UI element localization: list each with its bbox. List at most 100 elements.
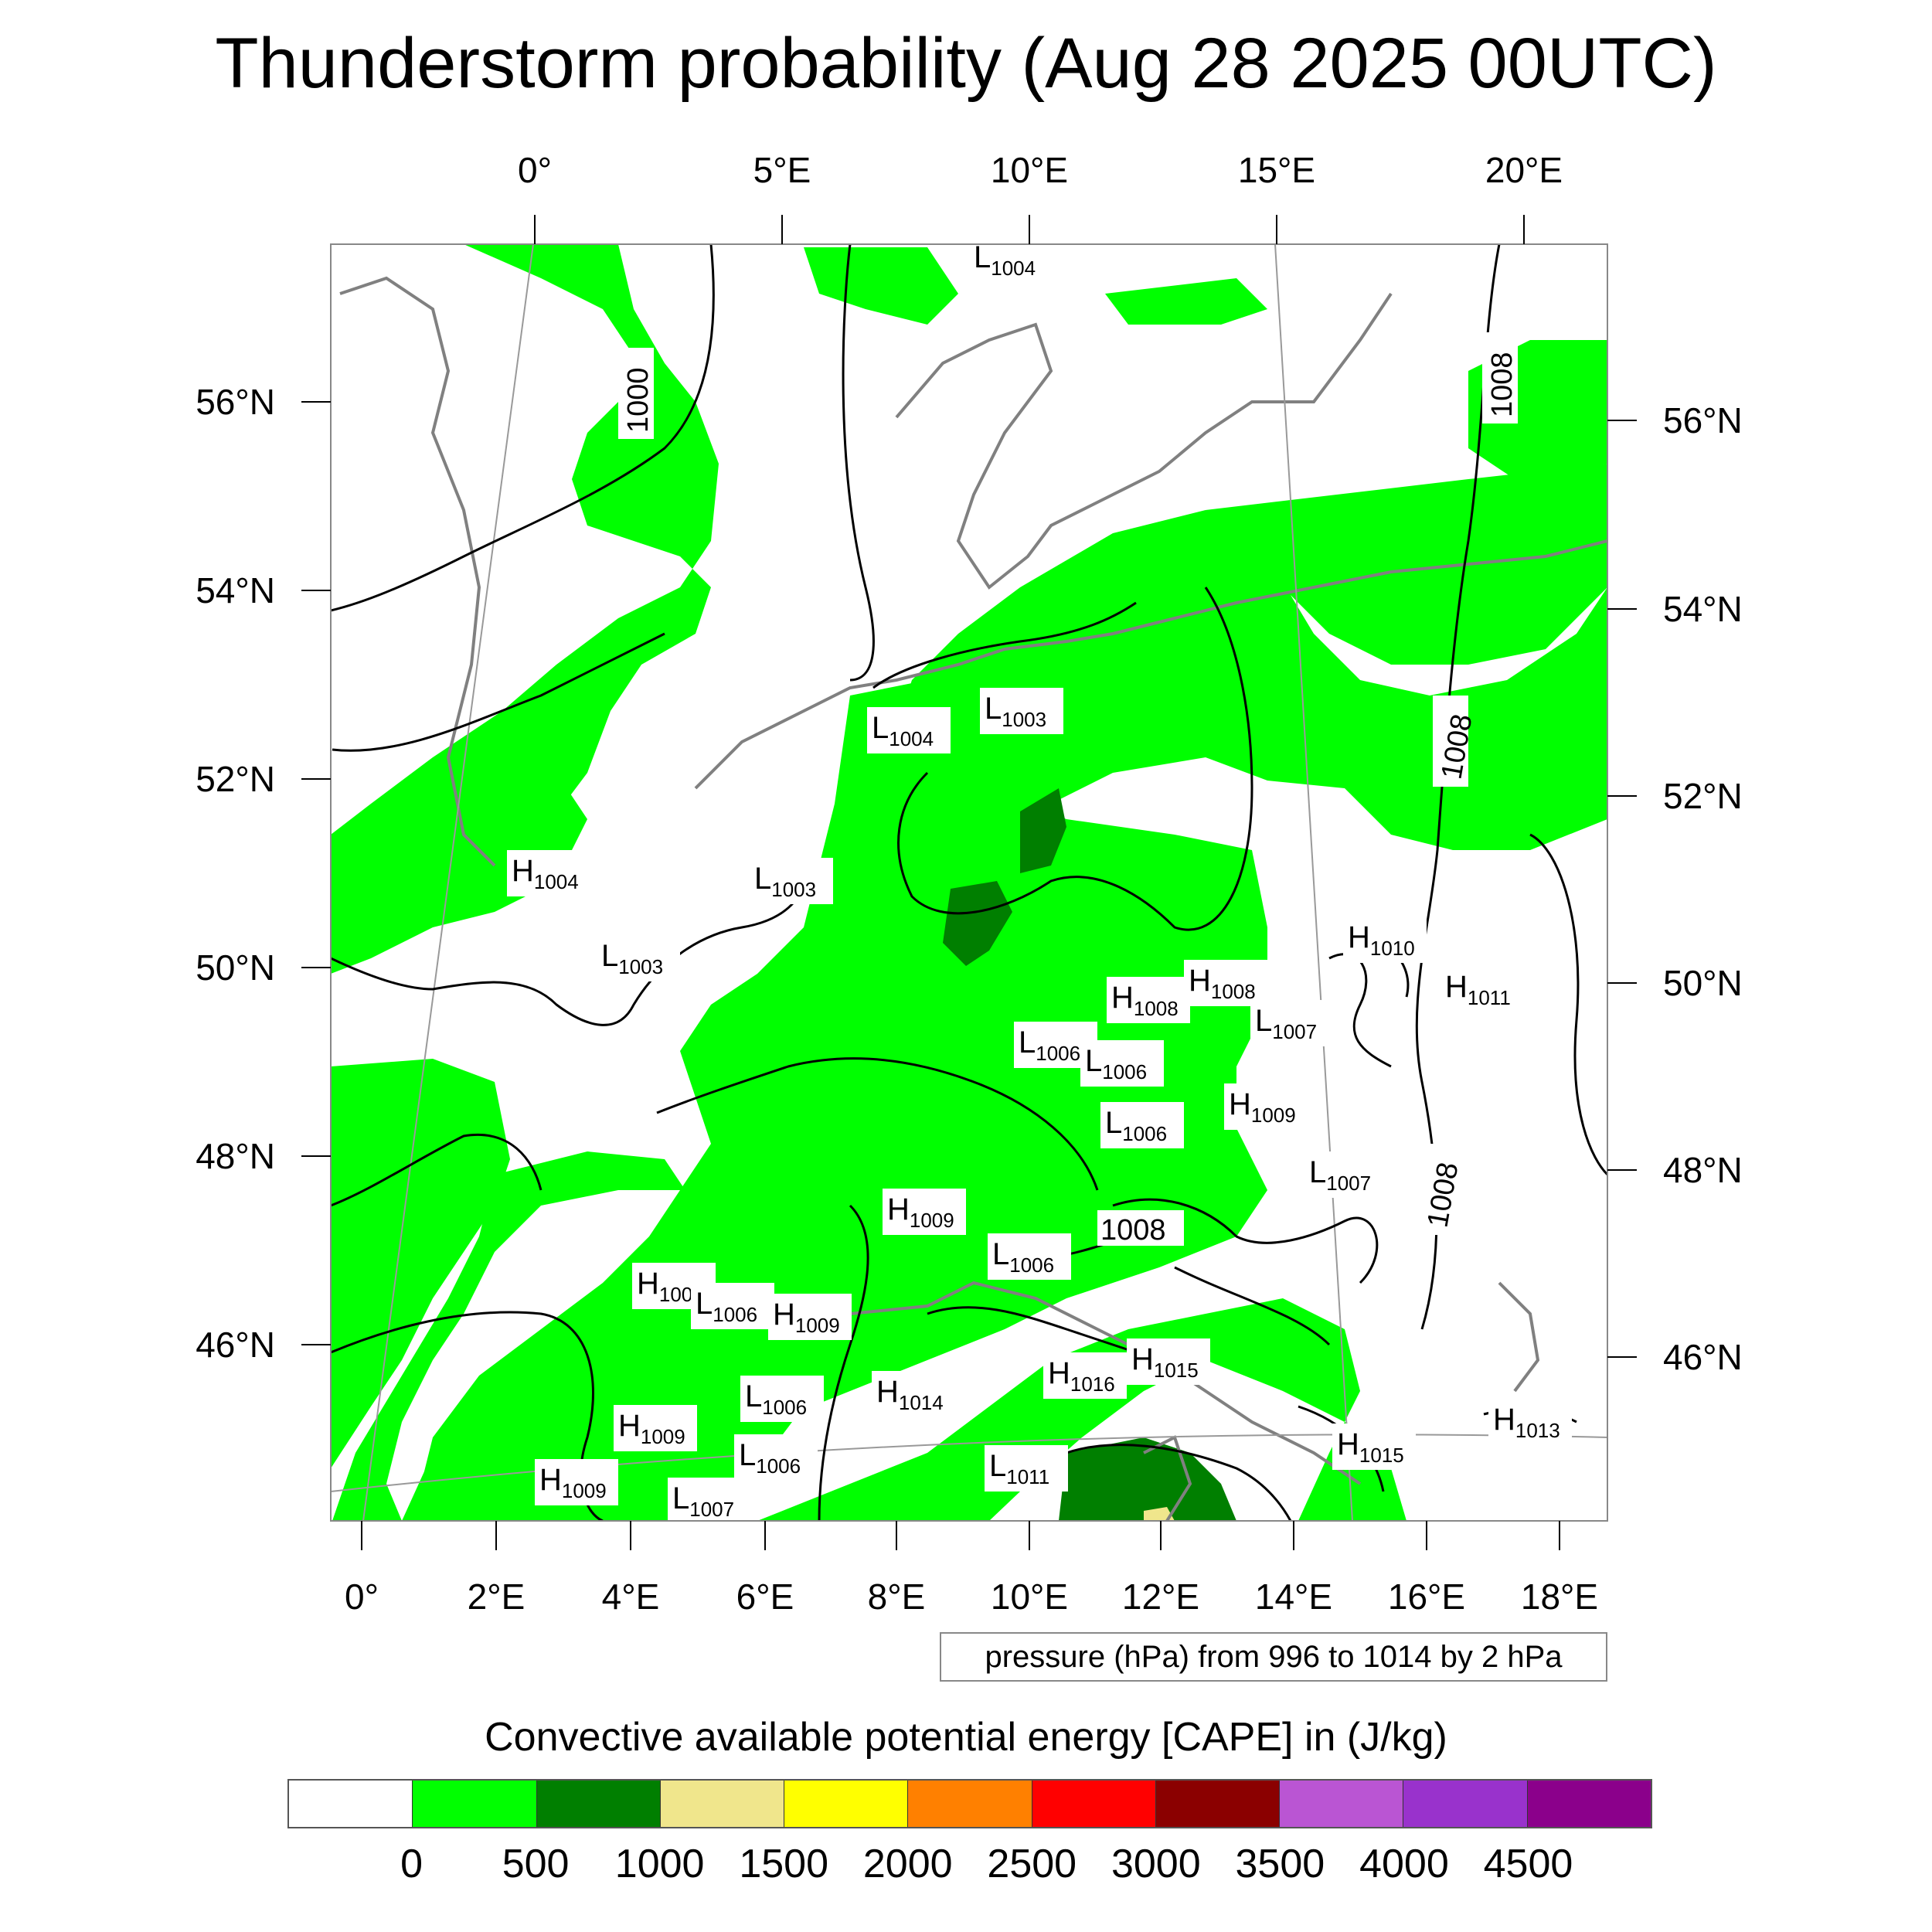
- colorbar-swatch: [1155, 1781, 1281, 1827]
- low-pressure-label: L1011: [985, 1445, 1068, 1492]
- svg-text:H1008: H1008: [1189, 964, 1256, 1003]
- left-lat-label: 48°N: [196, 1136, 275, 1176]
- high-pressure-label: H1009: [1224, 1083, 1308, 1130]
- svg-text:H1015: H1015: [1131, 1342, 1199, 1382]
- low-pressure-label: L1006: [740, 1376, 824, 1422]
- left-lat-label: 50°N: [196, 947, 275, 988]
- low-pressure-label: L1007: [1304, 1151, 1388, 1198]
- svg-text:H1013: H1013: [1493, 1403, 1560, 1442]
- svg-text:L1006: L1006: [1019, 1026, 1080, 1065]
- colorbar-swatch: [1403, 1781, 1528, 1827]
- map-title: Thunderstorm probability (Aug 28 2025 00…: [215, 24, 1717, 103]
- svg-text:H1004: H1004: [512, 854, 579, 893]
- bottom-lon-label: 2°E: [468, 1577, 526, 1617]
- high-pressure-label: H1004: [507, 850, 590, 896]
- map-area: 1000 1008 1008 1008 1008 L1004L1004L1003…: [331, 240, 1607, 1521]
- bottom-lon-label: 6°E: [736, 1577, 794, 1617]
- top-longitude-labels: 0° 5°E 10°E 15°E 20°E: [518, 150, 1563, 190]
- high-pressure-label: H1015: [1127, 1338, 1210, 1385]
- low-pressure-label: L1004: [969, 240, 1053, 283]
- top-lon-label: 15°E: [1238, 150, 1315, 190]
- svg-text:L1007: L1007: [1309, 1155, 1371, 1195]
- low-pressure-label: L1003: [750, 858, 833, 904]
- svg-text:H1009: H1009: [1229, 1087, 1296, 1127]
- low-pressure-label: L1006: [1100, 1102, 1184, 1148]
- contour-label-text: 1008: [1486, 352, 1519, 417]
- right-lat-label: 48°N: [1663, 1150, 1743, 1190]
- svg-text:H1010: H1010: [1348, 920, 1415, 960]
- colorbar-tick-label: 4000: [1359, 1842, 1449, 1886]
- high-pressure-label: H1011: [1440, 966, 1524, 1012]
- svg-text:H1014: H1014: [876, 1375, 944, 1414]
- bottom-lon-label: 14°E: [1255, 1577, 1332, 1617]
- svg-text:H1015: H1015: [1337, 1427, 1404, 1467]
- colorbar-tick-label: 2500: [987, 1842, 1077, 1886]
- svg-text:L1004: L1004: [974, 240, 1036, 280]
- svg-text:H1011: H1011: [1445, 970, 1511, 1009]
- contour-label-text: 1008: [1100, 1214, 1166, 1247]
- right-latitude-labels: 56°N 54°N 52°N 50°N 48°N 46°N: [1663, 400, 1743, 1377]
- svg-text:L1006: L1006: [745, 1379, 807, 1419]
- colorbar-swatch: [1527, 1781, 1651, 1827]
- high-pressure-label: H1016: [1043, 1352, 1127, 1399]
- bottom-lon-label: 18°E: [1521, 1577, 1598, 1617]
- bottom-lon-label: 8°E: [868, 1577, 926, 1617]
- bottom-lon-label: 4°E: [602, 1577, 660, 1617]
- svg-text:H1008: H1008: [1111, 981, 1179, 1020]
- high-pressure-label: H1008: [1107, 977, 1190, 1023]
- svg-text:L1007: L1007: [1255, 1004, 1317, 1043]
- bottom-lon-label: 12°E: [1122, 1577, 1199, 1617]
- left-lat-label: 52°N: [196, 759, 275, 799]
- colorbar-swatch: [784, 1781, 909, 1827]
- svg-text:H1016: H1016: [1048, 1356, 1115, 1396]
- contour-label: 1008: [1482, 332, 1519, 423]
- left-lat-label: 54°N: [196, 570, 275, 611]
- colorbar-swatch: [1280, 1781, 1404, 1827]
- bottom-lon-label: 10°E: [991, 1577, 1068, 1617]
- pressure-centers: L1004 L1004 L1003 H1004 L1003 L1003 H1010 H1011…: [507, 240, 1572, 1521]
- svg-text:L1006: L1006: [696, 1287, 757, 1326]
- contour-label: 1000: [618, 348, 655, 439]
- svg-text:L1004: L1004: [872, 711, 934, 750]
- low-pressure-label: L1006: [691, 1283, 774, 1329]
- svg-text:L1011: L1011: [989, 1449, 1049, 1488]
- right-lat-label: 54°N: [1663, 589, 1743, 629]
- high-pressure-label: H1008: [1184, 960, 1267, 1006]
- low-pressure-label: L1007: [1250, 1000, 1334, 1046]
- svg-text:L1003: L1003: [601, 939, 663, 978]
- left-lat-label: 56°N: [196, 382, 275, 422]
- top-lon-label: 0°: [518, 150, 552, 190]
- colorbar-tick-label: 3500: [1235, 1842, 1325, 1886]
- top-lon-label: 20°E: [1485, 150, 1563, 190]
- map-frame: [330, 243, 1608, 1522]
- bottom-lon-label: 0°: [345, 1577, 379, 1617]
- colorbar-swatch: [536, 1781, 661, 1827]
- colorbar-swatch: [908, 1781, 1032, 1827]
- low-pressure-label: L1003: [597, 935, 680, 981]
- low-pressure-label: L1006: [734, 1434, 818, 1481]
- colorbar: [287, 1779, 1652, 1828]
- right-lat-label: 46°N: [1663, 1337, 1743, 1377]
- low-pressure-label: L1004: [867, 707, 951, 753]
- pressure-note: pressure (hPa) from 996 to 1014 by 2 hPa: [940, 1632, 1607, 1682]
- contour-label-text: 1000: [622, 367, 655, 433]
- high-pressure-label: H1009: [768, 1294, 852, 1340]
- svg-text:L1006: L1006: [992, 1237, 1054, 1277]
- svg-text:L1003: L1003: [985, 692, 1046, 731]
- axis-ticks: [301, 215, 1637, 1550]
- svg-text:H1009: H1009: [773, 1298, 840, 1337]
- svg-text:H1009: H1009: [539, 1463, 607, 1502]
- contour-label: 1008: [1097, 1210, 1184, 1247]
- colorbar-tick-label: 0: [400, 1842, 423, 1886]
- colorbar-tick-label: 1000: [614, 1842, 705, 1886]
- bottom-lon-label: 16°E: [1388, 1577, 1465, 1617]
- svg-text:H1009: H1009: [887, 1192, 954, 1232]
- high-pressure-label: H1010: [1343, 917, 1427, 963]
- bottom-longitude-labels: 0° 2°E 4°E 6°E 8°E 10°E 12°E 14°E 16°E 1…: [345, 1577, 1598, 1617]
- low-pressure-label: L1007: [668, 1478, 751, 1521]
- left-latitude-labels: 56°N 54°N 52°N 50°N 48°N 46°N: [196, 382, 275, 1365]
- colorbar-title: Convective available potential energy [C…: [485, 1715, 1447, 1760]
- cape-1000-1500-region: [1144, 1507, 1175, 1521]
- colorbar-tick-label: 3000: [1111, 1842, 1201, 1886]
- colorbar-swatch: [660, 1781, 785, 1827]
